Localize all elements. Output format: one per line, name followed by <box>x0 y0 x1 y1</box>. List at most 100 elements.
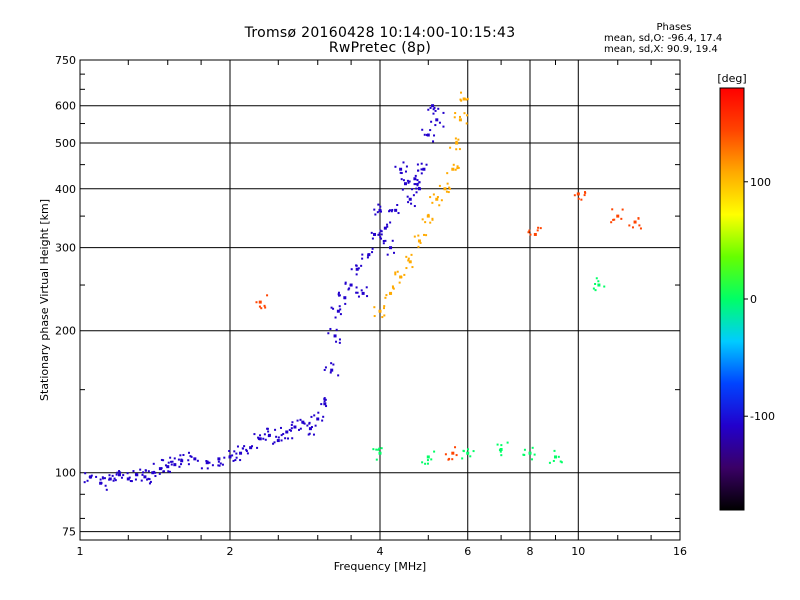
data-point-cluster <box>529 233 532 236</box>
data-point-cluster <box>533 453 536 456</box>
data-point <box>126 477 130 481</box>
data-point-cluster <box>469 455 472 458</box>
data-point-cluster <box>455 454 458 457</box>
data-point-cluster <box>425 163 428 166</box>
data-point-cluster <box>447 191 450 194</box>
data-point-cluster <box>416 179 419 182</box>
data-point-cluster <box>430 458 433 461</box>
data-point-cluster <box>360 289 363 292</box>
data-point-cluster <box>452 163 455 166</box>
data-point <box>408 260 412 264</box>
data-point-cluster <box>338 305 341 308</box>
y-tick-label: 200 <box>55 325 76 338</box>
data-point <box>193 457 197 461</box>
data-point-cluster <box>217 460 220 463</box>
data-point <box>378 309 382 313</box>
data-point-cluster <box>424 221 427 224</box>
data-point-cluster <box>367 254 370 257</box>
data-point-cluster <box>386 223 389 226</box>
data-point-cluster <box>454 112 457 115</box>
data-point-cluster <box>418 186 421 189</box>
data-point-cluster <box>206 460 209 463</box>
data-point-cluster <box>162 470 165 473</box>
data-point-cluster <box>344 281 347 284</box>
data-point <box>258 437 262 441</box>
data-point-cluster <box>560 461 563 464</box>
data-point-cluster <box>611 208 614 211</box>
data-point <box>499 447 503 451</box>
data-point-cluster <box>432 112 435 115</box>
data-point-cluster <box>433 450 436 453</box>
data-point-cluster <box>383 305 386 308</box>
data-point-cluster <box>584 191 587 194</box>
data-point-cluster <box>420 168 423 171</box>
data-point-cluster <box>559 460 562 463</box>
data-point-cluster <box>100 482 103 485</box>
data-point <box>249 446 253 450</box>
data-point-cluster <box>335 328 338 331</box>
data-point-cluster <box>453 116 456 119</box>
data-point-cluster <box>466 114 469 117</box>
data-point-cluster <box>179 454 182 457</box>
data-point <box>553 455 557 459</box>
data-point-cluster <box>420 172 423 175</box>
data-point <box>451 167 455 171</box>
data-point <box>633 220 637 224</box>
data-point-cluster <box>455 148 458 151</box>
data-point-cluster <box>371 247 374 250</box>
data-point-cluster <box>149 480 152 483</box>
data-point-cluster <box>264 438 267 441</box>
data-point-cluster <box>429 221 432 224</box>
data-point-cluster <box>134 478 137 481</box>
data-point-cluster <box>416 163 419 166</box>
data-point <box>597 283 601 287</box>
data-point-cluster <box>433 134 436 137</box>
data-point-cluster <box>325 405 328 408</box>
data-point-cluster <box>148 478 151 481</box>
data-point-cluster <box>330 306 333 309</box>
data-point-cluster <box>384 296 387 299</box>
colorbar-label: [deg] <box>717 72 746 85</box>
data-point <box>180 459 184 463</box>
data-point-cluster <box>378 232 381 235</box>
data-point-cluster <box>99 478 102 481</box>
data-point-cluster <box>378 447 381 450</box>
data-point-cluster <box>386 225 389 228</box>
data-point-cluster <box>337 291 340 294</box>
data-point-cluster <box>308 421 311 424</box>
data-point-cluster <box>418 181 421 184</box>
data-point-cluster <box>164 464 167 467</box>
data-point-cluster <box>255 301 258 304</box>
data-point-cluster <box>310 415 313 418</box>
data-point-cluster <box>415 191 418 194</box>
data-point-cluster <box>577 197 580 200</box>
data-point-cluster <box>108 478 111 481</box>
chart-title: Tromsø 20160428 10:14:00-10:15:43 <box>244 25 516 41</box>
data-point-cluster <box>423 233 426 236</box>
data-point-cluster <box>141 473 144 476</box>
data-point <box>258 300 262 304</box>
data-point-cluster <box>344 302 347 305</box>
x-tick-label: 8 <box>527 545 534 558</box>
data-point-cluster <box>298 428 301 431</box>
data-point-cluster <box>454 446 457 449</box>
data-point-cluster <box>423 133 426 136</box>
data-point-cluster <box>417 169 420 172</box>
data-point-cluster <box>219 462 222 465</box>
data-point-cluster <box>236 445 239 448</box>
data-point-cluster <box>398 281 401 284</box>
data-point-cluster <box>366 256 369 259</box>
data-point-cluster <box>390 210 393 213</box>
y-tick-label: 300 <box>55 242 76 255</box>
data-point-cluster <box>152 462 155 465</box>
data-point-cluster <box>597 280 600 283</box>
data-point-cluster <box>257 437 260 440</box>
data-point-cluster <box>135 472 138 475</box>
data-point <box>408 197 412 201</box>
data-point-cluster <box>206 467 209 470</box>
data-point-cluster <box>348 287 351 290</box>
data-point <box>422 167 426 171</box>
data-point-cluster <box>332 307 335 310</box>
data-point-cluster <box>426 462 429 465</box>
data-point-cluster <box>144 469 147 472</box>
